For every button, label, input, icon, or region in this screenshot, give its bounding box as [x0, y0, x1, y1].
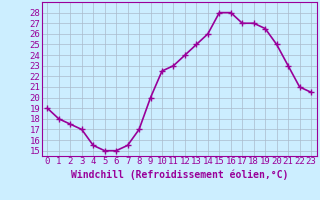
X-axis label: Windchill (Refroidissement éolien,°C): Windchill (Refroidissement éolien,°C): [70, 169, 288, 180]
